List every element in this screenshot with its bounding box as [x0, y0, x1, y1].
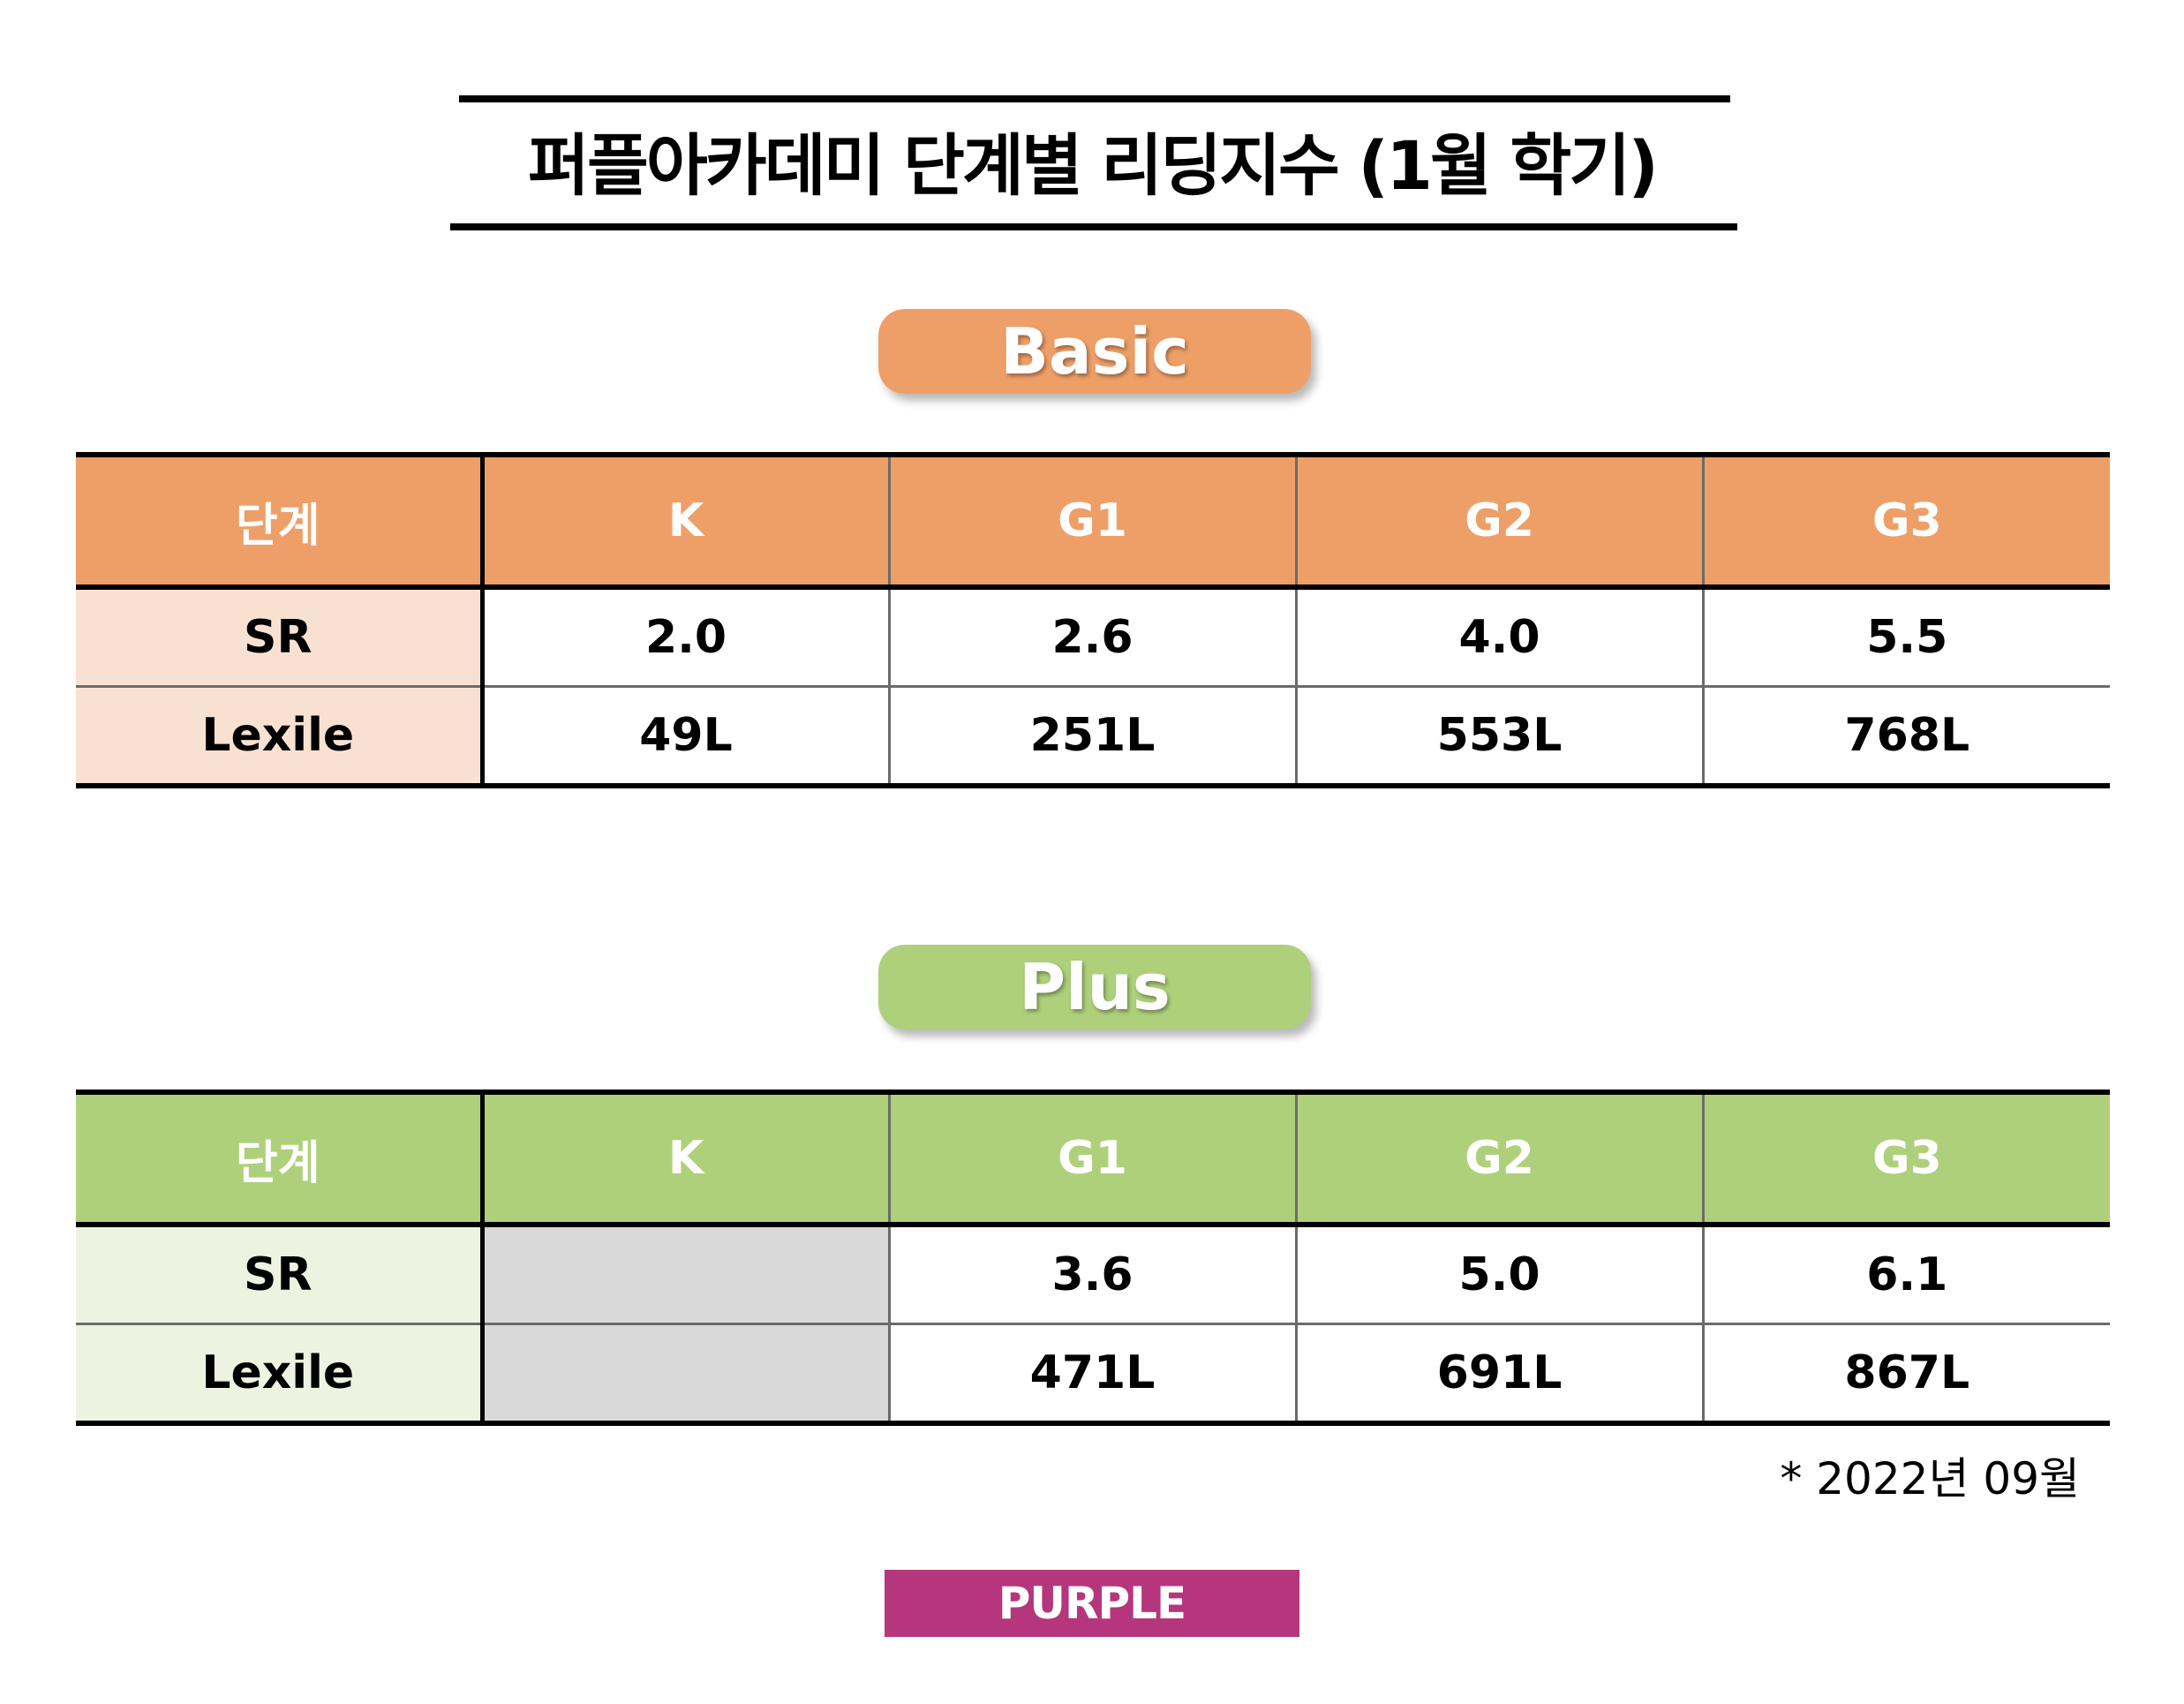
section-label-basic: Basic [878, 309, 1311, 394]
row-header-lexile: Lexile [76, 1323, 485, 1426]
column-header-k: K [482, 452, 889, 590]
table-cell: 691L [1294, 1323, 1703, 1426]
row-header-sr: SR [76, 587, 485, 688]
section-label-plus: Plus [878, 945, 1311, 1029]
table-cell: 6.1 [1701, 1225, 2110, 1325]
row-header-lexile: Lexile [76, 686, 485, 788]
reading-index-table-basic: 단계 K G1 G2 G3 SR 2.0 2.6 4.0 5.5 Lexile … [76, 452, 2110, 788]
table-row-sr: SR 2.0 2.6 4.0 5.5 [76, 587, 2110, 688]
table-cell: 768L [1701, 686, 2110, 788]
empty-cell [482, 1225, 889, 1325]
table-row-sr: SR 3.6 5.0 6.1 [76, 1225, 2110, 1325]
date-footnote: * 2022년 09월 [1780, 1453, 2080, 1504]
title-top-rule [459, 95, 1730, 102]
table-cell: 2.6 [887, 587, 1296, 688]
table-cell: 867L [1701, 1323, 2110, 1426]
column-header-g3: G3 [1701, 452, 2110, 590]
table-row-lexile: Lexile 471L 691L 867L [76, 1323, 2110, 1426]
purple-academy-logo: PURPLE ACADEMY [885, 1570, 1299, 1696]
table-header-row: 단계 K G1 G2 G3 [76, 1090, 2110, 1227]
row-header-sr: SR [76, 1225, 485, 1325]
reading-index-table-plus: 단계 K G1 G2 G3 SR 3.6 5.0 6.1 Lexile 471L… [76, 1090, 2110, 1426]
column-header-level: 단계 [76, 1090, 485, 1227]
column-header-g1: G1 [887, 452, 1296, 590]
title-bottom-rule [450, 223, 1737, 230]
table-row-lexile: Lexile 49L 251L 553L 768L [76, 686, 2110, 788]
table-cell: 5.0 [1294, 1225, 1703, 1325]
column-header-g3: G3 [1701, 1090, 2110, 1227]
table-cell: 2.0 [482, 587, 889, 688]
table-cell: 251L [887, 686, 1296, 788]
empty-cell [482, 1323, 889, 1426]
column-header-k: K [482, 1090, 889, 1227]
table-cell: 49L [482, 686, 889, 788]
column-header-g2: G2 [1294, 452, 1703, 590]
table-cell: 3.6 [887, 1225, 1296, 1325]
table-cell: 4.0 [1294, 587, 1703, 688]
column-header-level: 단계 [76, 452, 485, 590]
table-header-row: 단계 K G1 G2 G3 [76, 452, 2110, 590]
table-cell: 471L [887, 1323, 1296, 1426]
page-title: 퍼플아카데미 단계별 리딩지수 (1월 학기) [528, 126, 1659, 205]
table-cell: 5.5 [1701, 587, 2110, 688]
column-header-g2: G2 [1294, 1090, 1703, 1227]
table-cell: 553L [1294, 686, 1703, 788]
column-header-g1: G1 [887, 1090, 1296, 1227]
